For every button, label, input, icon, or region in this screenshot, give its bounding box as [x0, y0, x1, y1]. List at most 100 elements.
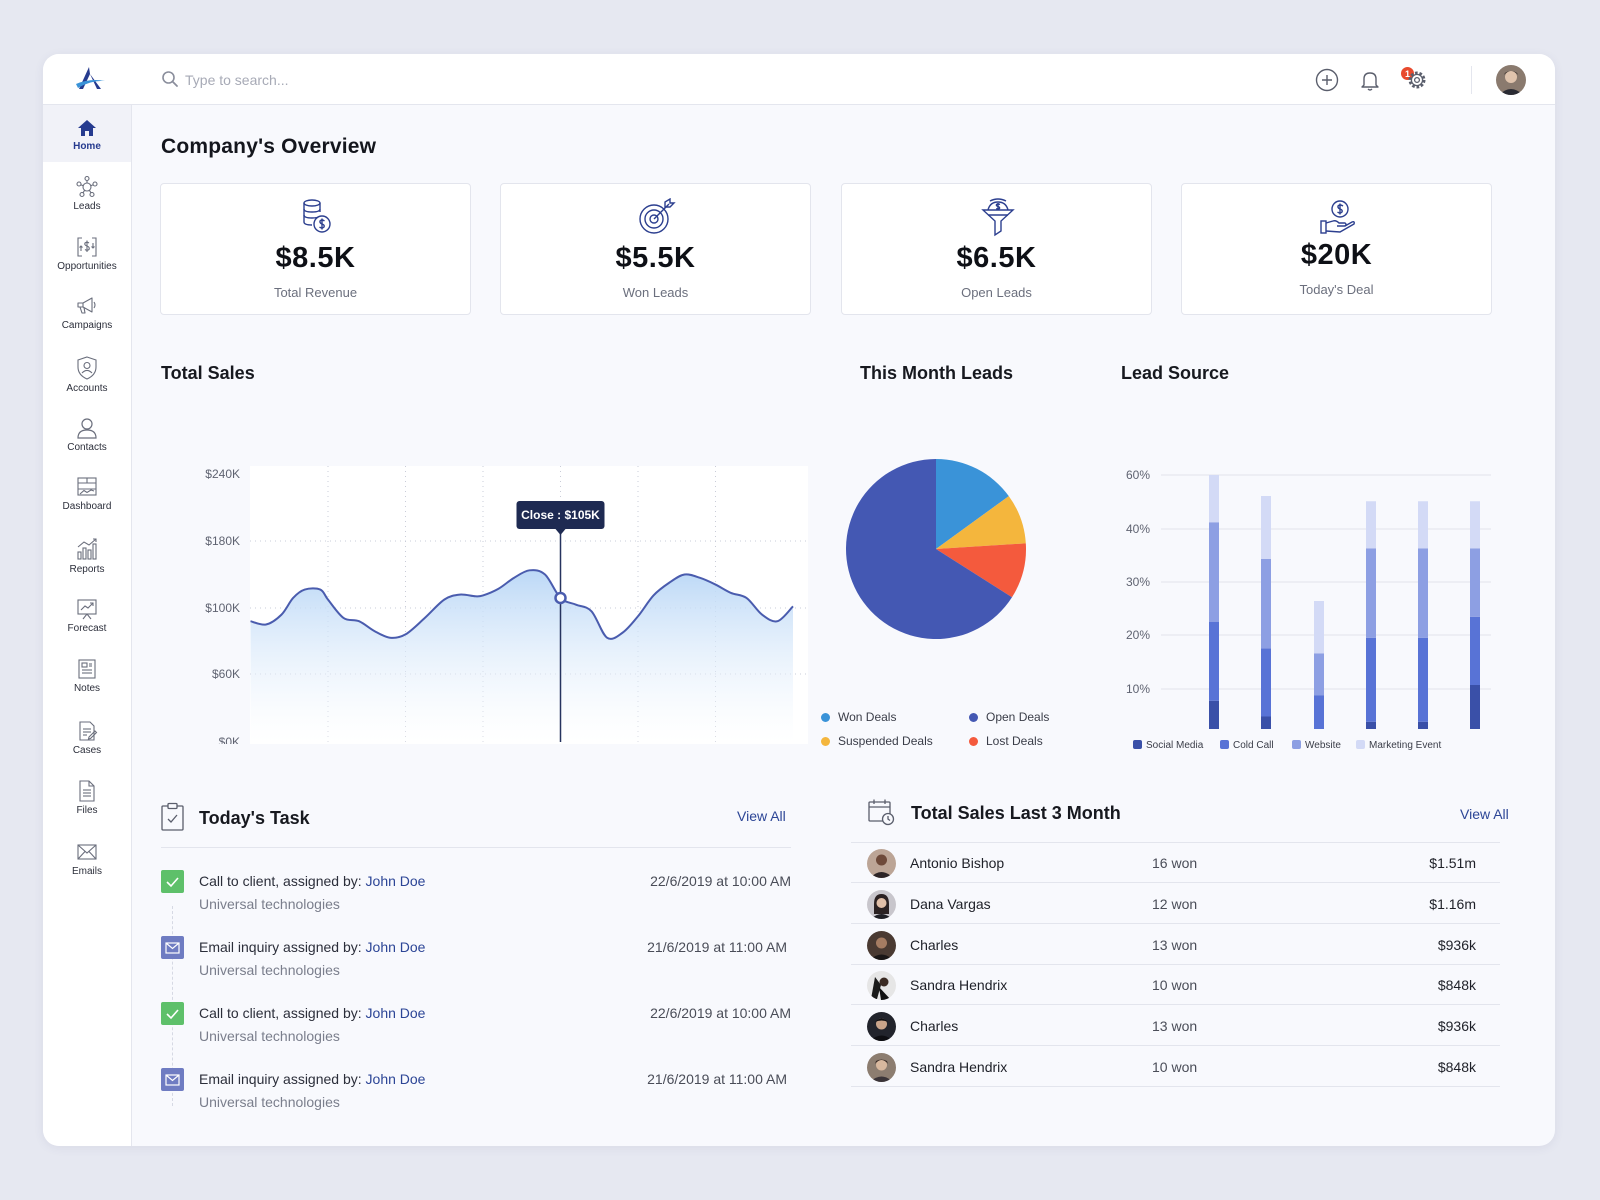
legend-marketing-event: Marketing Event	[1356, 740, 1441, 751]
task-item[interactable]: Call to client, assigned by: John Doe Un…	[161, 870, 791, 923]
avatar	[867, 931, 896, 960]
table-row[interactable]: Antonio Bishop 16 won $1.51m	[851, 843, 1500, 883]
bar-website-feb[interactable]	[1261, 559, 1271, 649]
logo-icon[interactable]	[73, 64, 107, 94]
tasks-view-all-link[interactable]: View All	[737, 808, 786, 824]
bar-website-may[interactable]	[1418, 548, 1428, 638]
sales-amount: $1.16m	[1429, 896, 1476, 912]
bar-social-media-apr[interactable]	[1366, 721, 1376, 729]
pie-slice-won-deals[interactable]	[936, 459, 1009, 549]
sidebar-item-label: Dashboard	[62, 501, 112, 512]
avatar[interactable]	[1496, 65, 1526, 95]
table-row[interactable]: Dana Vargas 12 won $1.16m	[851, 884, 1500, 924]
pie-slice-suspended-deals[interactable]	[936, 496, 1026, 549]
task-item[interactable]: Email inquiry assigned by: John Doe Univ…	[161, 1068, 791, 1121]
mail-icon	[77, 844, 97, 860]
sidebar-item-reports[interactable]: Reports	[43, 536, 131, 575]
cases-icon	[79, 721, 98, 741]
lead-source-chart[interactable]: 60%40%30%20%10%0% JanFebMarAprMayJun	[1113, 409, 1513, 729]
sidebar-item-dashboard[interactable]: Dashboard	[43, 475, 131, 512]
mail-icon[interactable]	[161, 936, 184, 959]
sidebar-item-label: Home	[73, 141, 101, 152]
sidebar-item-emails[interactable]: Emails	[43, 840, 131, 877]
bar-social-media-jun[interactable]	[1470, 685, 1480, 729]
bar-marketing-event-may[interactable]	[1418, 501, 1428, 549]
check-icon[interactable]	[161, 1002, 184, 1025]
sidebar-item-leads[interactable]: Leads	[43, 175, 131, 212]
bar-marketing-event-mar[interactable]	[1314, 601, 1324, 654]
bar-social-media-may[interactable]	[1418, 721, 1428, 729]
bell-icon[interactable]	[1357, 67, 1383, 93]
table-row[interactable]: Charles 13 won $936k	[851, 925, 1500, 965]
bar-cold-call-mar[interactable]	[1314, 695, 1324, 730]
bar-marketing-event-jun[interactable]	[1470, 501, 1480, 549]
stat-card-total-revenue[interactable]: $8.5K Total Revenue	[160, 183, 471, 315]
bar-marketing-event-apr[interactable]	[1366, 501, 1376, 549]
sidebar-item-notes[interactable]: Notes	[43, 657, 131, 694]
sidebar-item-label: Opportunities	[57, 261, 117, 272]
sidebar-item-cases[interactable]: Cases	[43, 719, 131, 756]
sidebar-item-opportunities[interactable]: Opportunities	[43, 235, 131, 272]
tasks-divider	[161, 847, 791, 848]
task-assignee-link[interactable]: John Doe	[365, 1005, 426, 1021]
sidebar-item-accounts[interactable]: Accounts	[43, 355, 131, 394]
task-item[interactable]: Email inquiry assigned by: John Doe Univ…	[161, 936, 791, 989]
task-assignee-link[interactable]: John Doe	[365, 873, 426, 889]
bar-website-jan[interactable]	[1209, 522, 1219, 622]
bar-website-jun[interactable]	[1470, 548, 1480, 617]
add-circle-icon[interactable]	[1314, 67, 1340, 93]
notes-icon	[78, 659, 96, 679]
y-tick-label: 20%	[1126, 628, 1150, 642]
bar-cold-call-apr[interactable]	[1366, 637, 1376, 722]
task-assignee-link[interactable]: John Doe	[365, 939, 426, 955]
table-row[interactable]: Sandra Hendrix 10 won $848k	[851, 965, 1500, 1005]
task-item[interactable]: Call to client, assigned by: John Doe Un…	[161, 1002, 791, 1055]
bar-website-apr[interactable]	[1366, 548, 1376, 638]
this-month-leads-pie[interactable]	[841, 449, 1031, 649]
sales-amount: $848k	[1437, 1059, 1476, 1075]
pie-slice-lost-deals[interactable]	[936, 543, 1026, 598]
bar-social-media-jan[interactable]	[1209, 700, 1219, 729]
sidebar-item-home[interactable]: Home	[43, 105, 131, 162]
task-assignee-link[interactable]: John Doe	[365, 1071, 426, 1087]
table-row[interactable]: Sandra Hendrix 10 won $848k	[851, 1047, 1500, 1087]
mail-icon[interactable]	[161, 1068, 184, 1091]
bar-cold-call-feb[interactable]	[1261, 648, 1271, 717]
sidebar-item-campaigns[interactable]: Campaigns	[43, 294, 131, 331]
bar-chart-icon	[77, 538, 97, 560]
search-input[interactable]	[185, 67, 605, 93]
sidebar-item-contacts[interactable]: Contacts	[43, 416, 131, 453]
bar-website-mar[interactable]	[1314, 653, 1324, 696]
bar-marketing-event-feb[interactable]	[1261, 496, 1271, 559]
highlight-point[interactable]	[554, 591, 567, 605]
won-count: 10 won	[1152, 1059, 1198, 1075]
salesperson-name: Sandra Hendrix	[910, 1059, 1008, 1075]
bar-social-media-feb[interactable]	[1261, 716, 1271, 730]
gear-icon[interactable]	[1404, 67, 1430, 93]
won-count: 12 won	[1152, 896, 1198, 912]
total-sales-chart[interactable]: $240K$180K$100K$60K$0K JanFebMarAprMayJu…	[143, 404, 833, 744]
stat-value: $8.5K	[275, 242, 356, 274]
pie-slice-open-deals[interactable]	[846, 459, 1012, 639]
sales-view-all-link[interactable]: View All	[1460, 806, 1509, 822]
stat-card-won-leads[interactable]: $5.5K Won Leads	[500, 183, 811, 315]
bar-cold-call-jun[interactable]	[1470, 616, 1480, 685]
bar-cold-call-jan[interactable]	[1209, 622, 1219, 701]
stat-value: $5.5K	[615, 242, 696, 274]
bar-marketing-event-jan[interactable]	[1209, 475, 1219, 523]
area-line	[250, 569, 794, 640]
sidebar-item-files[interactable]: Files	[43, 779, 131, 816]
check-icon[interactable]	[161, 870, 184, 893]
stat-card-todays-deal[interactable]: $20K Today's Deal	[1181, 183, 1492, 315]
page-title: Company's Overview	[161, 135, 377, 158]
notification-badge: 1	[1400, 66, 1415, 81]
stat-label: Open Leads	[961, 285, 1032, 300]
table-row[interactable]: Charles 13 won $936k	[851, 1006, 1500, 1046]
bar-cold-call-may[interactable]	[1418, 637, 1428, 722]
stat-label: Today's Deal	[1299, 282, 1374, 297]
hand-dollar-icon	[1320, 200, 1355, 234]
y-tick-label: $60K	[212, 667, 240, 681]
sidebar-item-forecast[interactable]: Forecast	[43, 597, 131, 634]
task-date: 21/6/2019 at 11:00 AM	[647, 1071, 787, 1087]
stat-card-open-leads[interactable]: $6.5K Open Leads	[841, 183, 1152, 315]
